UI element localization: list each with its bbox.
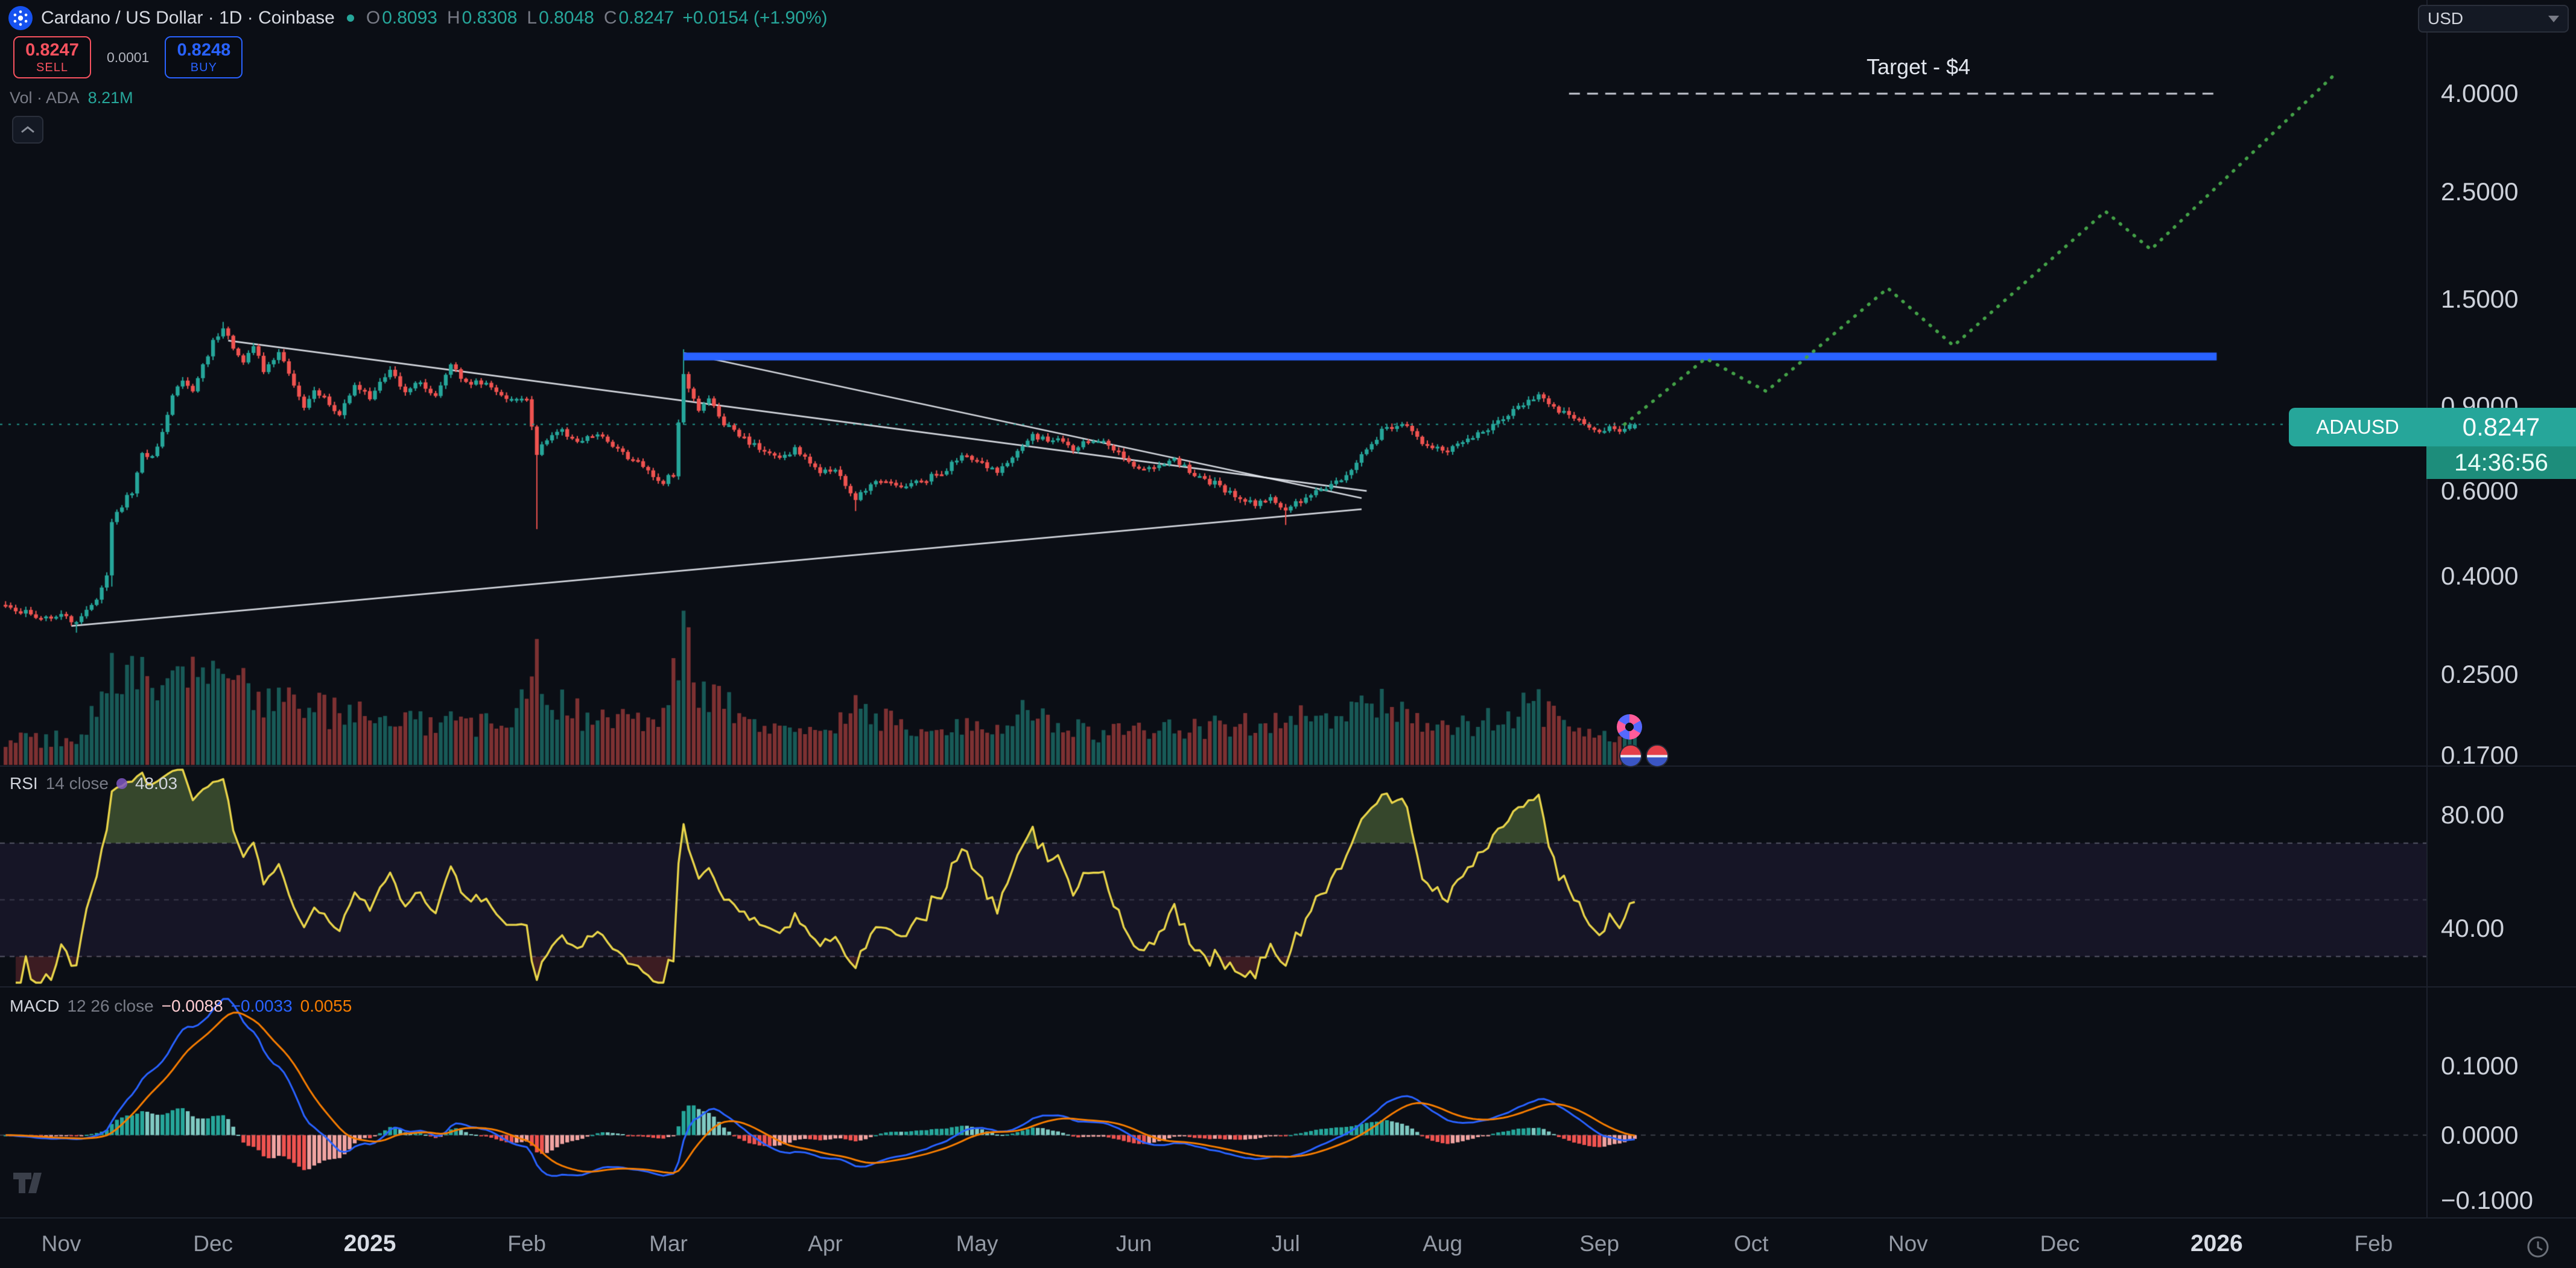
swirl-icon[interactable] — [1617, 714, 1642, 740]
rsi-axis-label: 40.00 — [2441, 913, 2505, 942]
buy-label: BUY — [190, 60, 217, 74]
sell-label: SELL — [36, 60, 68, 74]
main-chart-canvas[interactable] — [0, 0, 2426, 766]
time-axis-label: Feb — [2354, 1231, 2393, 1256]
event-badge-icon[interactable] — [1619, 744, 1642, 767]
trade-buttons: 0.8247 SELL 0.0001 0.8248 BUY — [13, 36, 243, 78]
rsi-name: RSI — [10, 774, 38, 793]
symbol-title[interactable]: Cardano / US Dollar · 1D · Coinbase — [41, 8, 335, 28]
price-axis-label: 0.2500 — [2441, 659, 2519, 688]
time-axis-label: Dec — [193, 1231, 233, 1256]
time-axis-label: Apr — [808, 1231, 843, 1256]
macd-hist-value: −0.0088 — [161, 997, 223, 1015]
currency-value: USD — [2428, 9, 2464, 28]
volume-legend[interactable]: Vol · ADA 8.21M — [10, 89, 133, 107]
volume-value: 8.21M — [87, 89, 133, 107]
currency-dropdown[interactable]: USD — [2418, 5, 2569, 33]
macd-axis-label: 0.1000 — [2441, 1051, 2519, 1080]
chevron-up-icon — [21, 126, 34, 133]
tradingview-logo-icon — [13, 1173, 42, 1193]
high-value: 0.8308 — [462, 8, 518, 28]
high-label: H — [446, 8, 460, 28]
time-axis-label: Aug — [1423, 1231, 1463, 1256]
time-axis-label: May — [956, 1231, 998, 1256]
bar-countdown-label: 14:36:56 — [2426, 446, 2576, 479]
open-label: O — [366, 8, 381, 28]
market-status-dot — [346, 14, 354, 22]
buy-button[interactable]: 0.8248 BUY — [165, 36, 243, 78]
last-price-label[interactable]: 0.8247 — [2426, 408, 2576, 446]
buy-price: 0.8248 — [177, 40, 231, 60]
time-axis-label: 2026 — [2190, 1231, 2243, 1257]
chart-event-icons — [1614, 714, 1693, 772]
macd-legend[interactable]: MACD 12 26 close −0.0088 −0.0033 0.0055 — [10, 997, 352, 1016]
rsi-legend[interactable]: RSI 14 close 48.03 — [10, 774, 177, 793]
rsi-pane-canvas[interactable] — [0, 766, 2426, 986]
timezone-clock-icon[interactable] — [2524, 1233, 2552, 1261]
pane-separator[interactable] — [0, 986, 2576, 987]
macd-params: 12 26 close — [67, 997, 154, 1015]
price-axis-separator — [2426, 0, 2428, 1217]
price-axis-label: 4.0000 — [2441, 79, 2519, 108]
chevron-down-icon — [2548, 15, 2559, 22]
symbol-price-tag[interactable]: ADAUSD — [2289, 408, 2426, 446]
sell-button[interactable]: 0.8247 SELL — [13, 36, 91, 78]
time-axis-label: Nov — [1888, 1231, 1928, 1256]
spread-value: 0.0001 — [107, 49, 150, 65]
volume-label: Vol · ADA — [10, 89, 80, 107]
macd-signal-value: 0.0055 — [300, 997, 352, 1015]
time-axis-label: Nov — [41, 1231, 81, 1256]
close-value: 0.8247 — [618, 8, 674, 28]
cardano-logo-icon — [8, 6, 33, 30]
ohlc-values: O 0.8093 H 0.8308 L 0.8048 C 0.8247 — [366, 8, 674, 28]
rsi-axis-label: 80.00 — [2441, 800, 2505, 829]
macd-line-value: −0.0033 — [230, 997, 293, 1015]
close-label: C — [603, 8, 617, 28]
time-axis-label: Jul — [1271, 1231, 1300, 1256]
time-axis-label: Dec — [2040, 1231, 2080, 1256]
pane-collapse-button[interactable] — [12, 116, 43, 144]
macd-axis-label: 0.0000 — [2441, 1120, 2519, 1149]
price-axis-label: 0.1700 — [2441, 740, 2519, 769]
sell-price: 0.8247 — [25, 40, 79, 60]
event-badge-icon[interactable] — [1646, 744, 1669, 767]
rsi-ma-dot-icon — [116, 778, 127, 789]
price-change: +0.0154 (+1.90%) — [682, 8, 828, 28]
target-annotation-label[interactable]: Target - $4 — [1866, 54, 1971, 79]
macd-name: MACD — [10, 997, 60, 1015]
macd-axis-label: −0.1000 — [2441, 1186, 2533, 1214]
pane-separator[interactable] — [0, 766, 2576, 767]
price-axis-label: 1.5000 — [2441, 284, 2519, 313]
open-value: 0.8093 — [382, 8, 437, 28]
price-axis-label: 0.4000 — [2441, 561, 2519, 590]
time-axis-label: Oct — [1733, 1231, 1769, 1256]
pane-separator — [0, 1217, 2576, 1219]
rsi-params: 14 close — [45, 774, 109, 793]
symbol-legend[interactable]: Cardano / US Dollar · 1D · Coinbase O 0.8… — [8, 6, 828, 30]
low-value: 0.8048 — [539, 8, 594, 28]
low-label: L — [527, 8, 538, 28]
time-axis-label: Jun — [1115, 1231, 1152, 1256]
time-axis-label: Feb — [507, 1231, 546, 1256]
price-axis-label: 0.6000 — [2441, 476, 2519, 505]
rsi-value: 48.03 — [135, 774, 178, 793]
time-axis-label: 2025 — [343, 1231, 396, 1257]
time-axis-label: Sep — [1579, 1231, 1620, 1256]
tradingview-logo[interactable] — [12, 1169, 49, 1200]
time-axis-label: Mar — [649, 1231, 688, 1256]
price-axis-label: 2.5000 — [2441, 177, 2519, 206]
macd-pane-canvas[interactable] — [0, 987, 2426, 1217]
